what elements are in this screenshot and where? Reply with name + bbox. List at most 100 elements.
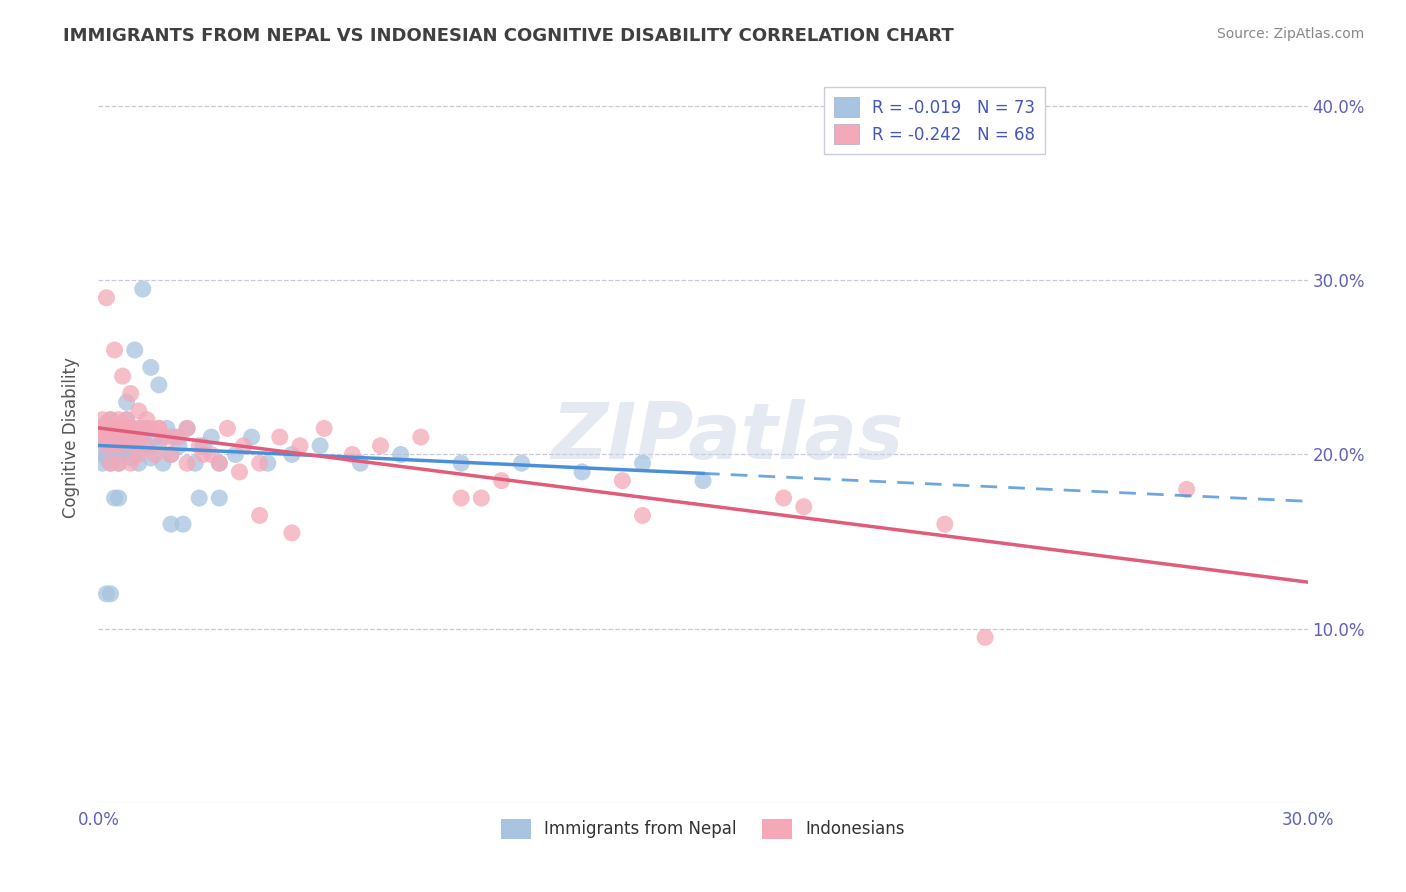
Point [96, 439, 118, 453]
Point [115, 430, 138, 444]
Point [120, 439, 142, 453]
Point [96, 450, 118, 465]
Point [184, 456, 207, 470]
Point [139, 421, 162, 435]
Point [470, 491, 492, 505]
Point [148, 439, 170, 453]
Point [128, 404, 150, 418]
Point [370, 439, 392, 453]
Point [571, 465, 593, 479]
Point [208, 491, 231, 505]
Point [176, 456, 198, 470]
Point [115, 412, 138, 426]
Point [124, 343, 146, 357]
Point [120, 421, 142, 435]
Point [314, 421, 336, 435]
Point [100, 421, 122, 435]
Point [103, 421, 125, 435]
Point [612, 474, 634, 488]
Point [156, 421, 179, 435]
Point [139, 360, 162, 375]
Point [152, 456, 174, 470]
Point [224, 448, 246, 462]
Point [240, 430, 263, 444]
Point [208, 456, 231, 470]
Text: IMMIGRANTS FROM NEPAL VS INDONESIAN COGNITIVE DISABILITY CORRELATION CHART: IMMIGRANTS FROM NEPAL VS INDONESIAN COGN… [63, 27, 955, 45]
Point [96, 448, 118, 462]
Point [111, 439, 134, 453]
Point [167, 430, 190, 444]
Point [100, 412, 122, 426]
Point [115, 430, 138, 444]
Point [111, 421, 134, 435]
Point [111, 369, 134, 384]
Point [135, 412, 157, 426]
Point [100, 456, 122, 470]
Point [631, 456, 654, 470]
Point [132, 430, 155, 444]
Point [100, 439, 122, 453]
Point [91, 430, 114, 444]
Point [349, 456, 371, 470]
Point [91, 421, 114, 435]
Point [974, 631, 997, 645]
Point [188, 439, 211, 453]
Point [228, 465, 250, 479]
Point [934, 517, 956, 532]
Point [450, 456, 472, 470]
Point [128, 430, 150, 444]
Point [124, 448, 146, 462]
Point [120, 421, 142, 435]
Point [152, 430, 174, 444]
Point [128, 448, 150, 462]
Point [115, 412, 138, 426]
Point [389, 448, 412, 462]
Point [160, 448, 183, 462]
Point [124, 421, 146, 435]
Point [208, 456, 231, 470]
Point [124, 439, 146, 453]
Point [115, 395, 138, 409]
Point [100, 430, 122, 444]
Point [160, 517, 183, 532]
Point [167, 439, 190, 453]
Point [143, 430, 166, 444]
Text: Source: ZipAtlas.com: Source: ZipAtlas.com [1216, 27, 1364, 41]
Point [793, 500, 815, 514]
Point [193, 448, 215, 462]
Point [249, 508, 271, 523]
Point [249, 456, 271, 470]
Point [103, 491, 125, 505]
Point [100, 421, 122, 435]
Point [128, 456, 150, 470]
Point [96, 421, 118, 435]
Point [450, 491, 472, 505]
Point [200, 448, 222, 462]
Point [772, 491, 794, 505]
Point [148, 421, 170, 435]
Point [107, 421, 129, 435]
Point [160, 448, 183, 462]
Point [491, 474, 513, 488]
Point [111, 439, 134, 453]
Point [91, 456, 114, 470]
Point [96, 430, 118, 444]
Point [160, 430, 183, 444]
Point [103, 439, 125, 453]
Point [132, 282, 155, 296]
Point [281, 448, 304, 462]
Point [176, 421, 198, 435]
Point [135, 439, 157, 453]
Point [120, 456, 142, 470]
Point [111, 448, 134, 462]
Point [103, 450, 125, 465]
Point [107, 412, 129, 426]
Point [188, 491, 211, 505]
Point [103, 343, 125, 357]
Point [96, 587, 118, 601]
Point [100, 412, 122, 426]
Point [342, 448, 364, 462]
Point [200, 430, 222, 444]
Point [120, 450, 142, 465]
Point [128, 421, 150, 435]
